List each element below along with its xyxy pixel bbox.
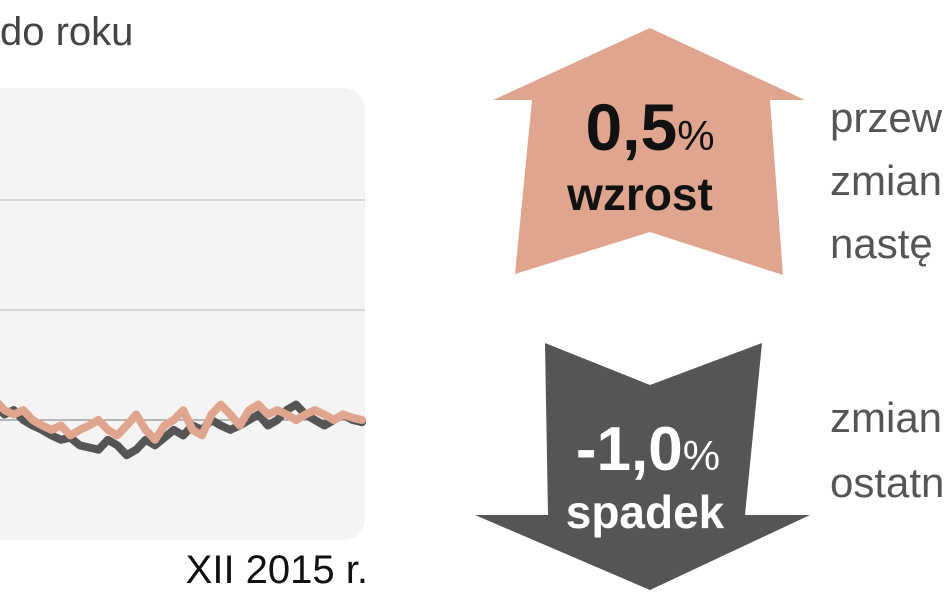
series-line — [0, 399, 366, 444]
series-line — [0, 400, 366, 460]
indicator-label: wzrost — [566, 168, 713, 220]
description: zmian — [830, 394, 942, 441]
description: nastę — [830, 220, 933, 267]
description: zmian — [830, 157, 942, 204]
chart-title: do roku — [0, 10, 133, 54]
plot: XII 2015 r. — [0, 199, 368, 592]
description: ostatn — [830, 459, 944, 506]
indicator-value: -1,0% — [576, 415, 720, 484]
description: przew — [830, 94, 943, 141]
x-tick-label: XII 2015 r. — [186, 548, 368, 592]
indicator-value: 0,5% — [585, 90, 714, 164]
down-arrow — [475, 343, 810, 590]
chart-panel — [0, 88, 365, 540]
up-arrow — [493, 28, 805, 275]
indicator-label: spadek — [566, 486, 725, 538]
